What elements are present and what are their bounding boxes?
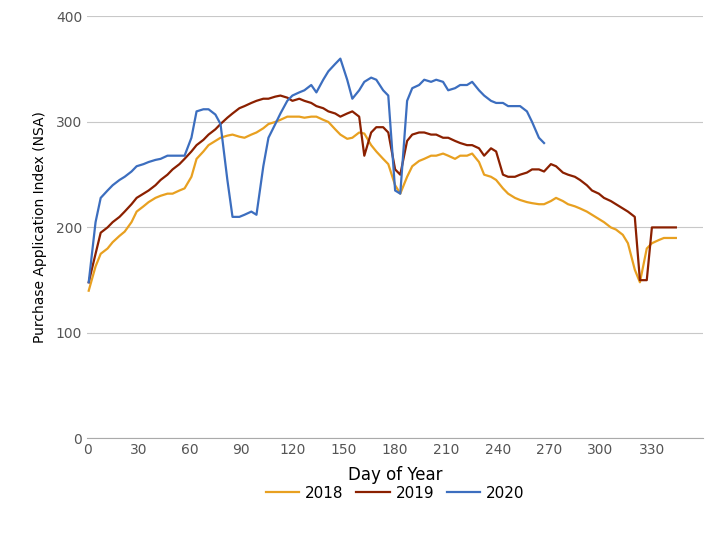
2018 — [223, 133, 232, 139]
2019 — [84, 279, 93, 286]
2019 — [240, 103, 249, 110]
Legend: 2018, 2019, 2020: 2018, 2019, 2020 — [260, 480, 531, 507]
2020 — [539, 140, 548, 146]
2020 — [175, 152, 183, 159]
2019 — [276, 92, 285, 99]
Y-axis label: Purchase Application Index (NSA): Purchase Application Index (NSA) — [33, 111, 47, 344]
2020 — [235, 214, 244, 220]
2018 — [403, 174, 412, 180]
2020 — [271, 121, 280, 127]
2018 — [283, 113, 291, 120]
2018 — [84, 288, 93, 294]
2020 — [343, 77, 352, 83]
2018 — [384, 161, 393, 168]
2018 — [552, 195, 560, 201]
X-axis label: Day of Year: Day of Year — [348, 466, 442, 483]
2020 — [336, 55, 344, 62]
2019 — [223, 115, 232, 121]
2019 — [552, 163, 560, 169]
2019 — [403, 138, 412, 144]
2020 — [84, 279, 93, 286]
2020 — [283, 98, 291, 104]
Line: 2019: 2019 — [88, 95, 676, 282]
2018 — [264, 121, 273, 127]
2019 — [384, 129, 393, 136]
2019 — [264, 95, 273, 102]
2020 — [240, 212, 249, 218]
2018 — [671, 235, 680, 241]
2018 — [240, 134, 249, 141]
Line: 2020: 2020 — [88, 59, 544, 282]
2019 — [671, 224, 680, 231]
Line: 2018: 2018 — [88, 117, 676, 291]
